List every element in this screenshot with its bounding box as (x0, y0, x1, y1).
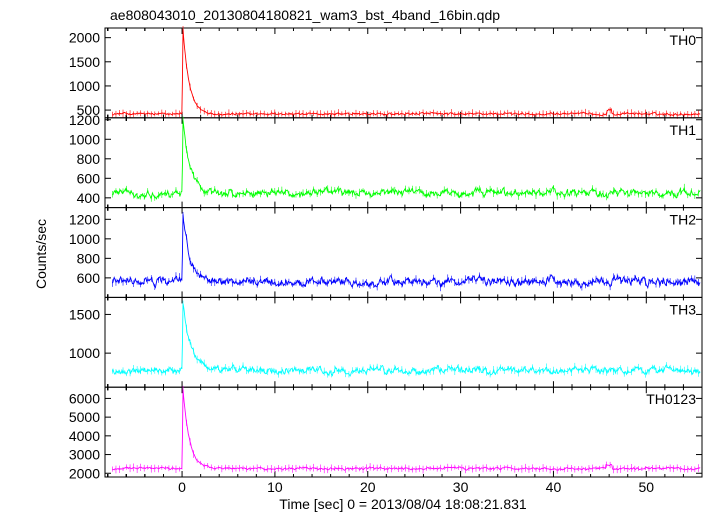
x-tick-label-10: 10 (267, 479, 283, 495)
series-line-th2 (112, 214, 701, 290)
plot-panel-th2: TH2 600 800 1000 1200 (69, 207, 703, 298)
y-tick-label-th0-1000: 1000 (69, 78, 100, 94)
series-line-th3 (111, 303, 701, 377)
y-tick-label-th1-600: 600 (77, 170, 101, 186)
panel-frame-th0 (104, 27, 703, 119)
y-tick-label-th2-1200: 1200 (69, 211, 100, 227)
y-tick-label-th1-1200: 1200 (69, 112, 100, 128)
y-tick-label-th0-1500: 1500 (69, 54, 100, 70)
series-line-th0 (112, 28, 701, 117)
panel-frame-th0123 (104, 386, 703, 478)
y-tick-label-th0123-5000: 5000 (69, 409, 100, 425)
x-tick-label-20: 20 (360, 479, 376, 495)
y-tick-label-th1-800: 800 (77, 151, 101, 167)
y-tick-label-th2-800: 800 (77, 250, 101, 266)
chart-title: ae808043010_20130804180821_wam3_bst_4ban… (110, 7, 500, 23)
plot-panel-th0: TH0 500 1000 1500 2000 (69, 26, 703, 119)
panel-label-th1: TH1 (670, 122, 697, 138)
plot-panels: TH0500100015002000TH140060080010001200TH… (69, 26, 703, 495)
y-tick-label-th2-600: 600 (77, 270, 101, 286)
plot-panel-th3: TH3 1000 1500 (69, 296, 703, 388)
x-tick-label-50: 50 (639, 479, 655, 495)
series-line-th0123 (112, 389, 701, 471)
plot-panel-th1: TH1 400 600 800 1000 1200 (69, 112, 703, 209)
y-tick-label-th0-500: 500 (77, 102, 101, 118)
x-tick-label-0: 0 (178, 479, 186, 495)
y-tick-label-th3-1000: 1000 (69, 345, 100, 361)
panel-frame-th2 (104, 207, 703, 298)
y-tick-label-th0123-3000: 3000 (69, 447, 100, 463)
x-tick-label-40: 40 (546, 479, 562, 495)
y-tick-label-th3-1500: 1500 (69, 306, 100, 322)
panel-label-th0: TH0 (670, 32, 697, 48)
y-tick-label-th0123-2000: 2000 (69, 465, 100, 481)
y-tick-label-th2-1000: 1000 (69, 231, 100, 247)
y-tick-label-th0123-6000: 6000 (69, 390, 100, 406)
y-tick-label-th0-2000: 2000 (69, 30, 100, 46)
x-tick-label-30: 30 (453, 479, 469, 495)
series-line-th1 (112, 120, 701, 200)
panel-label-th3: TH3 (670, 301, 697, 317)
y-tick-label-th1-400: 400 (77, 190, 101, 206)
panel-label-th0123: TH0123 (646, 391, 696, 407)
plot-panel-th0123: TH0123 2000 3000 4000 5000 6000 (69, 385, 703, 481)
y-tick-label-th1-1000: 1000 (69, 131, 100, 147)
x-axis-label: Time [sec] 0 = 2013/08/04 18:08:21.831 (279, 496, 527, 512)
y-axis-label: Counts/sec (33, 219, 49, 289)
panel-label-th2: TH2 (670, 212, 697, 228)
y-tick-label-th0123-4000: 4000 (69, 428, 100, 444)
